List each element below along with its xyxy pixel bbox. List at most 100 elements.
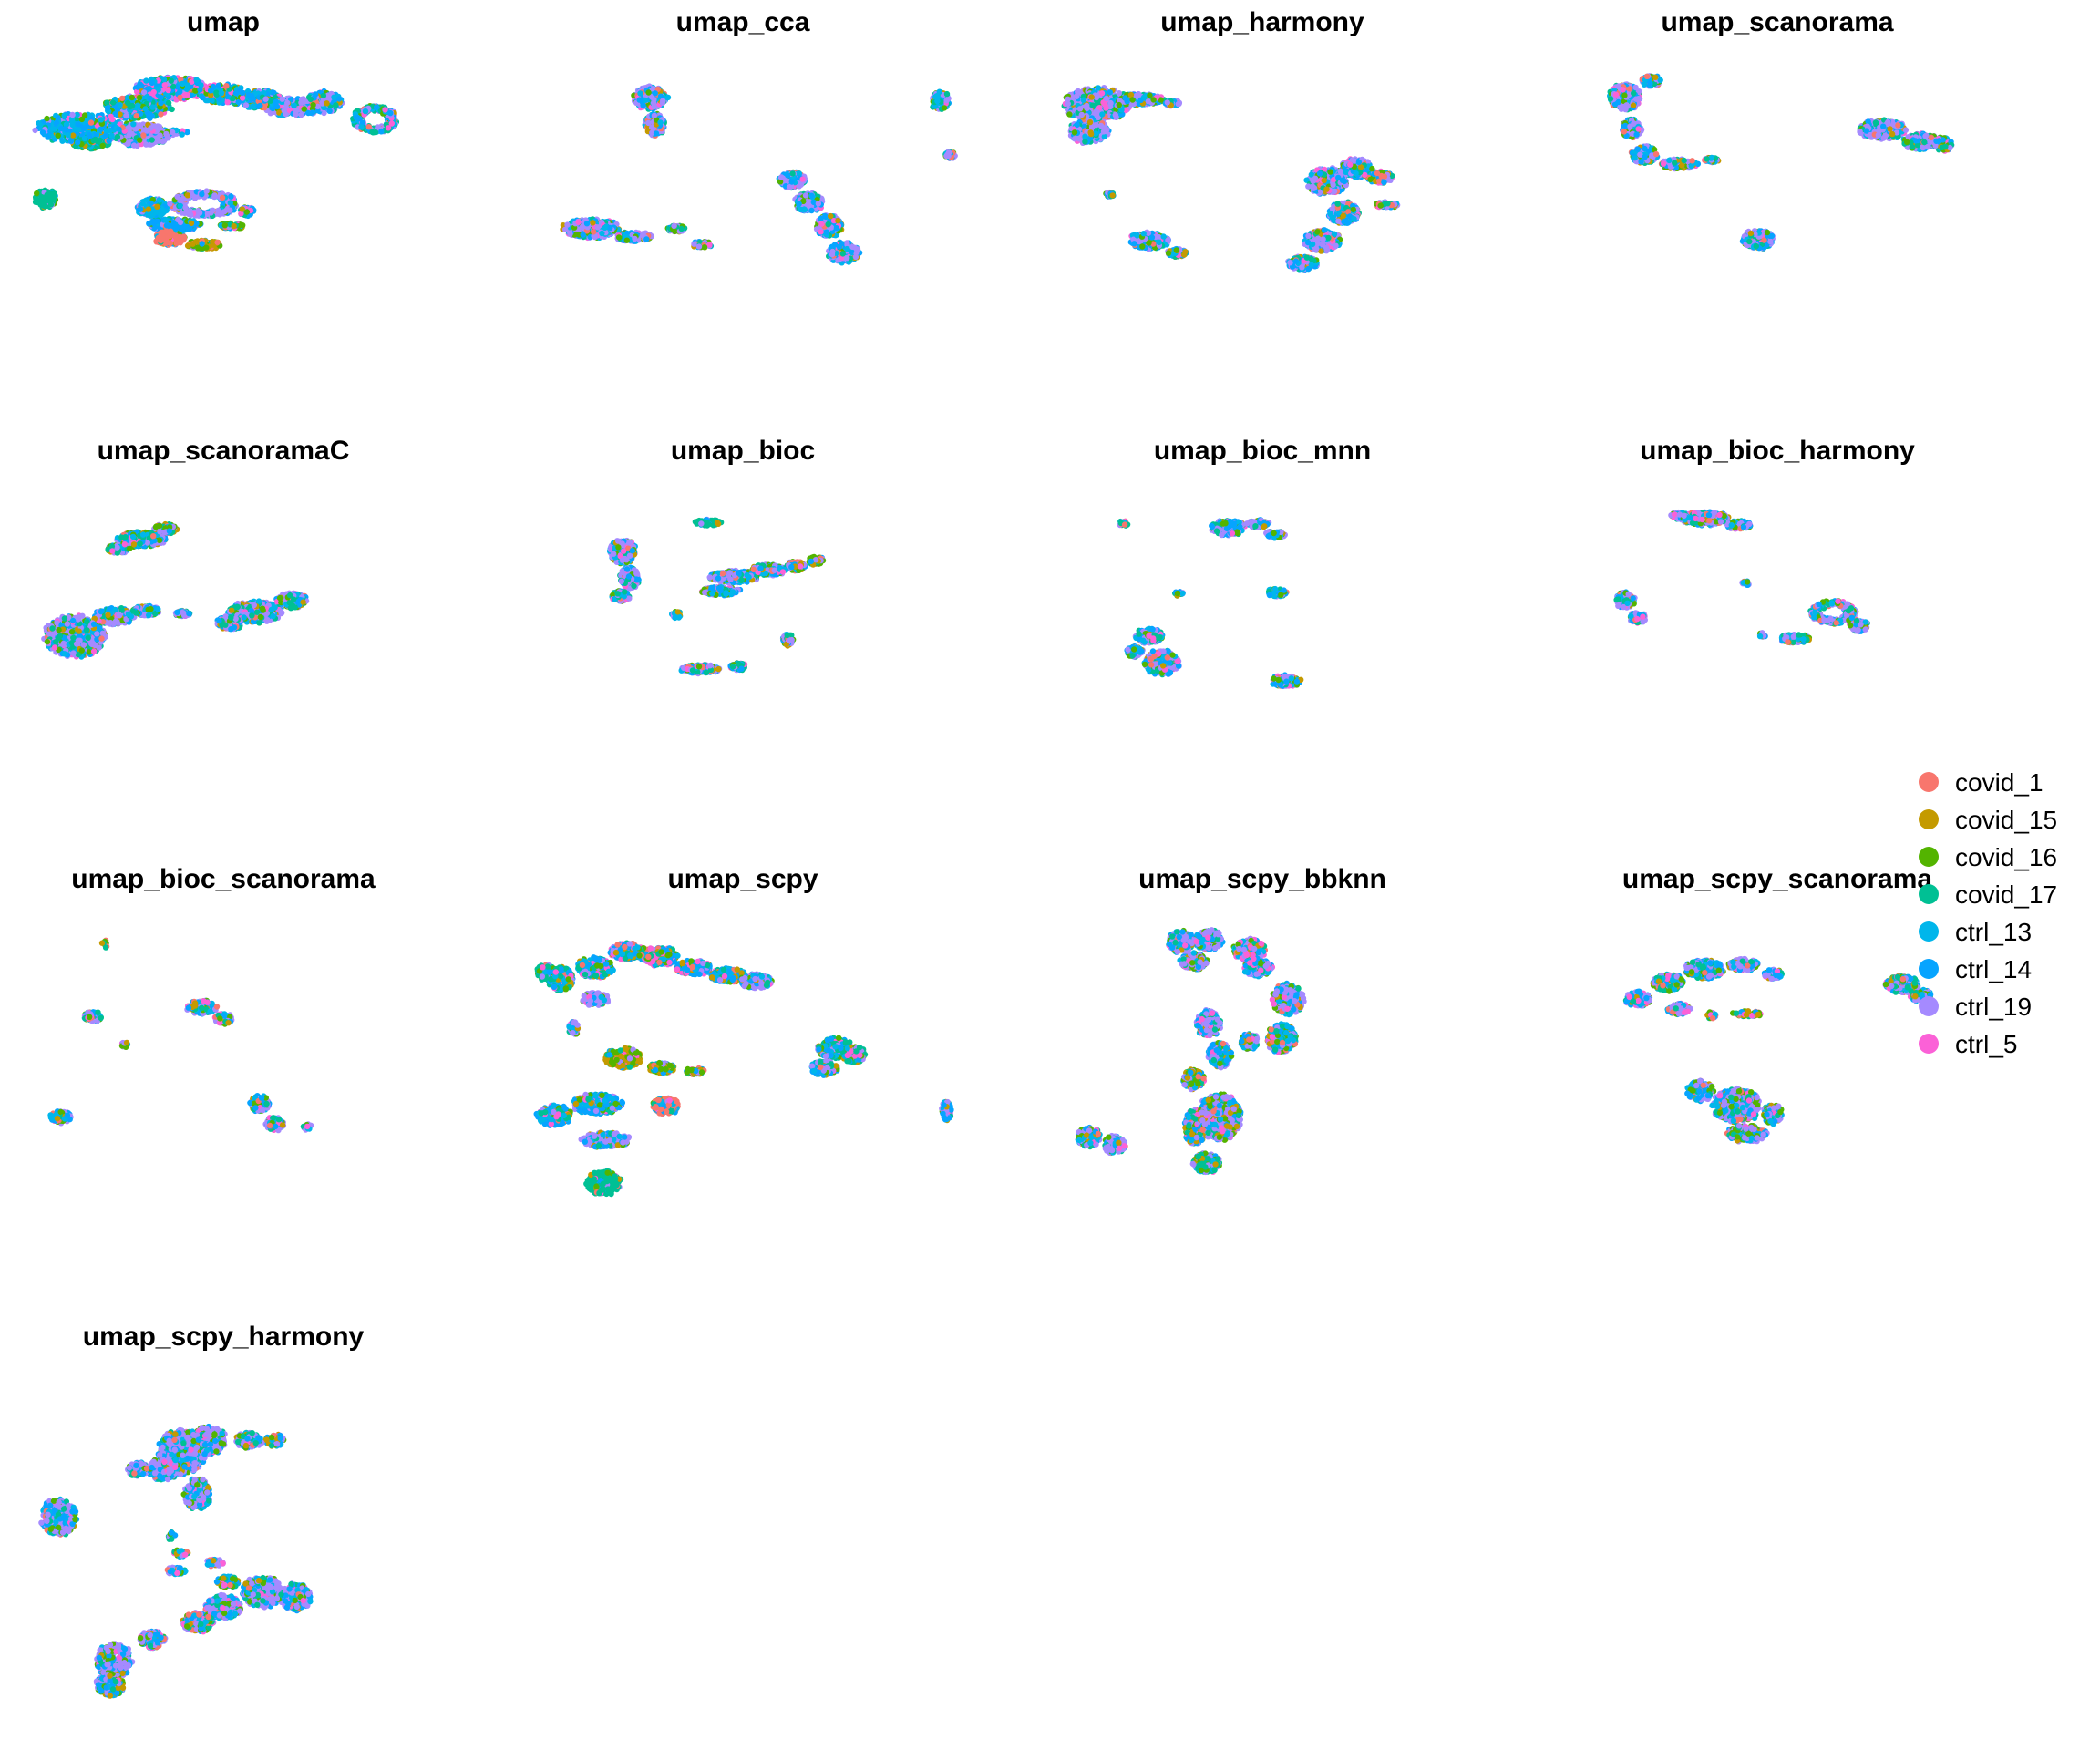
scatter-points (609, 520, 816, 675)
scatter-points (593, 115, 788, 226)
scatter-points (1628, 962, 1782, 1144)
scatter-points (1146, 530, 1236, 673)
scatter-points (587, 92, 939, 235)
scatter-points (564, 966, 709, 1102)
scatter-points (1621, 76, 1945, 234)
legend-color-dot-icon (1919, 847, 1939, 867)
scatter-points (1100, 94, 1314, 239)
scatter-points (612, 521, 808, 677)
scatter-points (620, 564, 791, 676)
scatter-points (1624, 580, 1818, 621)
scatter-points (213, 1004, 221, 1010)
scatter-points (1613, 81, 1903, 248)
scatter-points (46, 86, 392, 247)
scatter-points (1313, 177, 1377, 252)
scatter-points (626, 520, 797, 675)
scatter-points (60, 524, 298, 655)
scatter-points (572, 91, 945, 242)
legend-item-covid-15[interactable]: covid_15 (1919, 801, 2100, 839)
scatter-points (1186, 943, 1305, 1169)
scatter-points (86, 999, 267, 1109)
scatter-points (569, 95, 937, 247)
legend-color-dot-icon (1919, 1034, 1939, 1054)
scatter-canvas (529, 44, 958, 308)
scatter-points (1624, 962, 1926, 1144)
scatter-points (85, 998, 311, 1130)
scatter-points (583, 97, 843, 250)
scatter-points (1607, 90, 1949, 250)
scatter-points (45, 1425, 312, 1671)
scatter-canvas (9, 472, 438, 736)
scatter-points (613, 541, 777, 672)
panel-umap-scanorama: umap_scanorama (1563, 7, 1992, 308)
legend-item-ctrl-13[interactable]: ctrl_13 (1919, 913, 2100, 951)
scatter-points (1673, 963, 1919, 1135)
scatter-points (1612, 87, 1626, 98)
panel-umap-cca: umap_cca (529, 7, 958, 308)
panel-umap-bioc-scanorama: umap_bioc_scanorama (9, 864, 438, 1229)
scatter-points (36, 88, 396, 227)
scatter-points (575, 95, 824, 239)
panel-umap-scpy-bbknn: umap_scpy_bbknn (1048, 864, 1477, 1229)
scatter-points (540, 952, 851, 1148)
scatter-points (534, 953, 949, 1195)
scatter-points (601, 92, 807, 246)
legend-item-covid-1[interactable]: covid_1 (1919, 764, 2100, 801)
scatter-points (561, 953, 840, 1149)
panel-title: umap_bioc_scanorama (71, 864, 376, 894)
panel-title: umap_bioc (670, 436, 816, 466)
scatter-points (1650, 967, 1929, 1140)
scatter-points (1616, 76, 1907, 242)
scatter-points (38, 89, 217, 230)
legend-item-covid-16[interactable]: covid_16 (1919, 839, 2100, 876)
scatter-points (1082, 102, 1388, 211)
scatter-points (1663, 965, 1757, 1117)
legend-item-label: ctrl_13 (1955, 918, 2033, 946)
scatter-points (1635, 126, 1942, 167)
scatter-points (1147, 520, 1265, 660)
scatter-points (57, 938, 275, 1127)
scatter-points (580, 960, 835, 1190)
scatter-points (1617, 512, 1742, 599)
scatter-points (612, 540, 805, 673)
panel-umap-scanoramaC: umap_scanoramaC (9, 436, 438, 736)
scatter-points (36, 78, 363, 248)
panel-umap-scpy: umap_scpy (529, 864, 957, 1229)
panel-title: umap_bioc_mnn (1153, 436, 1372, 466)
scatter-points (54, 1450, 275, 1680)
scatter-canvas (529, 901, 957, 1229)
legend-item-ctrl-19[interactable]: ctrl_19 (1919, 988, 2100, 1025)
scatter-points (1080, 116, 1395, 267)
scatter-points (54, 942, 278, 1129)
scatter-points (1613, 513, 1858, 645)
scatter-points (61, 1008, 213, 1122)
legend-item-covid-17[interactable]: covid_17 (1919, 876, 2100, 913)
legend-color-dot-icon (1919, 884, 1939, 904)
scatter-points (538, 950, 827, 1180)
scatter-points (1688, 510, 1856, 632)
legend-item-label: covid_1 (1955, 768, 2043, 797)
legend-item-ctrl-14[interactable]: ctrl_14 (1919, 951, 2100, 988)
scatter-points (1663, 961, 1914, 1131)
scatter-points (612, 519, 790, 675)
scatter-points (541, 954, 951, 1194)
legend-item-ctrl-5[interactable]: ctrl_5 (1919, 1025, 2100, 1063)
panel-umap-scpy-scanorama: umap_scpy_scanorama (1563, 864, 1992, 1229)
scatter-points (611, 952, 668, 1111)
scatter-points (1655, 978, 1919, 1018)
scatter-points (612, 541, 792, 675)
scatter-points (838, 100, 950, 228)
scatter-points (1662, 978, 1933, 1141)
scatter-points (594, 952, 954, 1115)
scatter-points (629, 544, 744, 671)
scatter-points (565, 93, 947, 242)
scatter-points (598, 949, 765, 1197)
scatter-points (59, 607, 235, 653)
scatter-points (561, 941, 948, 1114)
scatter-canvas (1048, 472, 1477, 736)
scatter-points (1093, 95, 1347, 254)
scatter-points (47, 941, 313, 1132)
scatter-points (825, 221, 831, 228)
scatter-points (570, 91, 956, 239)
scatter-points (568, 98, 952, 242)
